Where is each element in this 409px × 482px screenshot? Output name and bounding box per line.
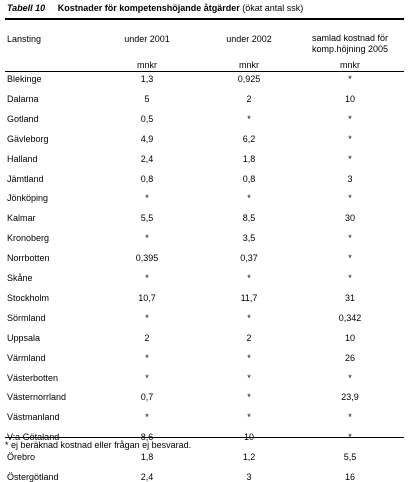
cell-2001: 1,3	[140, 74, 154, 84]
cell-2001: *	[145, 353, 149, 363]
cell-2001: *	[145, 193, 149, 203]
header-lansting: Lansting	[7, 34, 42, 44]
cell-2002: 0,37	[240, 253, 258, 263]
cell-2001: 2,4	[140, 154, 154, 164]
unit-2002: mnkr	[239, 60, 259, 70]
cell-lansting: Jämtland	[7, 174, 44, 184]
cell-2002: 11,7	[240, 293, 258, 303]
top-rule	[5, 18, 404, 20]
cell-2005: *	[348, 373, 352, 383]
cell-2005: 30	[344, 213, 356, 223]
cell-2001: 5,5	[140, 213, 154, 223]
cell-2002: 3	[246, 472, 252, 482]
cell-2005: *	[348, 114, 352, 124]
cell-lansting: Kalmar	[7, 213, 36, 223]
cell-2005: *	[348, 273, 352, 283]
cell-2002: 8,5	[242, 213, 256, 223]
cell-2005: *	[348, 233, 352, 243]
cell-2001: 10,7	[138, 293, 156, 303]
cell-2005: *	[348, 74, 352, 84]
header-under-2001: under 2001	[124, 34, 170, 44]
cell-lansting: Blekinge	[7, 74, 42, 84]
cell-2002: 1,2	[242, 452, 256, 462]
table-title-note: (ökat antal ssk)	[242, 3, 304, 13]
cell-2005: *	[348, 154, 352, 164]
cell-2005: 23,9	[341, 392, 359, 402]
cell-2002: *	[247, 353, 251, 363]
cell-2002: 6,2	[242, 134, 256, 144]
cell-lansting: Kronoberg	[7, 233, 50, 243]
cell-2001: *	[145, 233, 149, 243]
cell-lansting: Gävleborg	[7, 134, 49, 144]
cell-lansting: Västernorrland	[7, 392, 67, 402]
cell-lansting: Halland	[7, 154, 38, 164]
bottom-rule	[5, 437, 404, 438]
cell-2005: 10	[344, 333, 356, 343]
cell-2002: 2	[246, 333, 252, 343]
cell-2002: *	[247, 193, 251, 203]
cell-2005: 31	[344, 293, 356, 303]
cell-2001: 4,9	[140, 134, 154, 144]
header-samlad-line2: komp.höjning 2005	[311, 44, 389, 54]
cell-2001: 0,8	[140, 174, 154, 184]
cell-lansting: Örebro	[7, 452, 36, 462]
cell-lansting: Västerbotten	[7, 373, 59, 383]
cell-2005: 10	[344, 94, 356, 104]
footnote: * ej beräknad kostnad eller frågan ej be…	[5, 440, 192, 450]
cell-2001: *	[145, 313, 149, 323]
cell-2001: 2,4	[140, 472, 154, 482]
cell-2001: *	[145, 273, 149, 283]
header-samlad-kostnad: samlad kostnad för komp.höjning 2005	[312, 33, 388, 55]
cell-2005: *	[348, 134, 352, 144]
unit-2001: mnkr	[137, 60, 157, 70]
cell-2001: *	[145, 412, 149, 422]
cell-lansting: Uppsala	[7, 333, 41, 343]
cell-2005: 16	[344, 472, 356, 482]
cell-2002: 0,8	[242, 174, 256, 184]
cell-2005: 0,342	[338, 313, 362, 323]
cell-2001: 0,7	[140, 392, 154, 402]
cell-lansting: Jönköping	[7, 193, 49, 203]
cell-2005: 3	[347, 174, 353, 184]
table-title: Kostnader för kompetenshöjande åtgärder	[57, 3, 240, 13]
cell-2001: 1,8	[140, 452, 154, 462]
cell-2001: *	[145, 373, 149, 383]
cell-2005: 26	[344, 353, 356, 363]
cell-2002: *	[247, 313, 251, 323]
cell-lansting: Värmland	[7, 353, 46, 363]
cell-lansting: Stockholm	[7, 293, 50, 303]
cell-lansting: Östergötland	[7, 472, 59, 482]
cell-2002: 3,5	[242, 233, 256, 243]
cell-lansting: Sörmland	[7, 313, 46, 323]
cell-lansting: Dalarna	[7, 94, 39, 104]
header-samlad-line1: samlad kostnad för	[311, 33, 389, 43]
cell-2001: 2	[144, 333, 150, 343]
cell-2002: *	[247, 273, 251, 283]
header-under-2002: under 2002	[226, 34, 272, 44]
table-caption: Tabell 10 Kostnader för kompetenshöjande…	[7, 3, 303, 13]
cell-2002: 2	[246, 94, 252, 104]
cell-lansting: Skåne	[7, 273, 33, 283]
cell-2002: *	[247, 373, 251, 383]
table-label: Tabell 10	[7, 3, 46, 13]
cell-lansting: Västmanland	[7, 412, 60, 422]
cell-2002: *	[247, 114, 251, 124]
header-rule	[5, 71, 404, 72]
cell-2005: 5,5	[343, 452, 357, 462]
cell-2005: *	[348, 412, 352, 422]
cell-lansting: Norrbotten	[7, 253, 50, 263]
cell-2005: *	[348, 253, 352, 263]
unit-2005: mnkr	[340, 60, 360, 70]
cell-2002: 0,925	[237, 74, 261, 84]
cell-2002: *	[247, 412, 251, 422]
cell-2001: 0,395	[135, 253, 159, 263]
cell-2002: *	[247, 392, 251, 402]
cell-2002: 1,8	[242, 154, 256, 164]
cell-lansting: Gotland	[7, 114, 39, 124]
cell-2005: *	[348, 193, 352, 203]
cell-2001: 0,5	[140, 114, 154, 124]
cell-2001: 5	[144, 94, 150, 104]
